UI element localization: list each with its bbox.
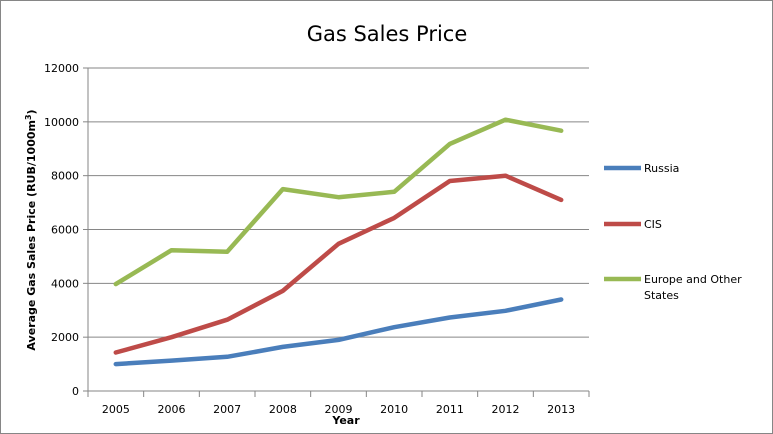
- legend-label-europe-and-other: Europe and Other: [644, 273, 742, 286]
- series-lines: [113, 117, 564, 367]
- x-tick-label: 2006: [158, 403, 186, 416]
- y-axis-label-end: ): [25, 109, 38, 114]
- legend-label-cis: CIS: [644, 218, 662, 231]
- y-tick-label: 12000: [44, 62, 79, 75]
- x-tick-label: 2005: [102, 403, 130, 416]
- series-line-cis: [113, 173, 564, 355]
- x-tick-label: 2012: [492, 403, 520, 416]
- x-axis-label: Year: [331, 414, 360, 427]
- y-axis-label: Average Gas Sales Price (RUB/1000m3): [24, 109, 38, 350]
- y-tick-label: 2000: [51, 331, 79, 344]
- y-tick-label: 6000: [51, 224, 79, 237]
- series-line-europe-and-other: [113, 117, 564, 287]
- x-tick-label: 2010: [380, 403, 408, 416]
- legend: Russia CIS Europe and Other States: [604, 162, 742, 302]
- y-axis-ticks: 0 2000 4000 6000 8000 10000 12000: [44, 62, 88, 398]
- x-tick-label: 2011: [436, 403, 464, 416]
- x-tick-label: 2008: [269, 403, 297, 416]
- legend-label-russia: Russia: [644, 162, 679, 175]
- gridlines: [88, 67, 589, 338]
- x-axis-ticks: 2005 2006 2007 2008 2009 2010 2011 2012 2013: [87, 391, 590, 416]
- y-tick-label: 8000: [51, 170, 79, 183]
- y-tick-label: 4000: [51, 277, 79, 290]
- y-tick-label: 10000: [44, 116, 79, 129]
- axes: [87, 68, 589, 392]
- x-tick-label: 2013: [547, 403, 575, 416]
- series-line-russia: [113, 297, 564, 367]
- legend-label-europe-and-other-line2: States: [644, 289, 679, 302]
- chart-title: Gas Sales Price: [307, 22, 468, 46]
- y-axis-label-main: Average Gas Sales Price (RUB/1000m: [25, 120, 38, 351]
- y-tick-label: 0: [72, 385, 79, 398]
- x-tick-label: 2007: [213, 403, 241, 416]
- x-tick-label: 2009: [325, 403, 353, 416]
- y-axis-label-superscript: 3: [24, 114, 33, 120]
